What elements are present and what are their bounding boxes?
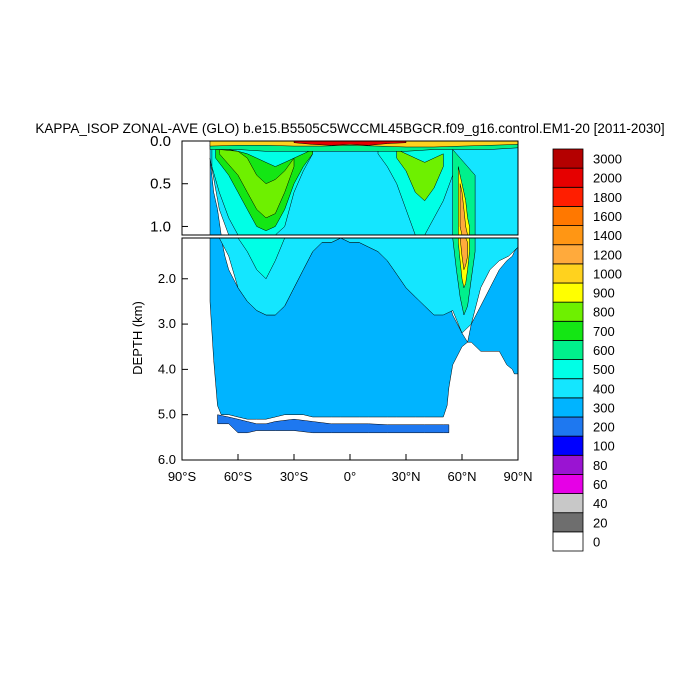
chart-title: KAPPA_ISOP ZONAL-AVE (GLO) b.e15.B5505C5… (35, 121, 664, 136)
colorbar-box (552, 340, 584, 360)
colorbar-label: 1800 (593, 190, 622, 205)
colorbar-label: 3000 (593, 152, 622, 167)
lower-panel-fills (209, 237, 519, 434)
x-tick-label: 30°N (391, 469, 420, 484)
y-tick-label: 6.0 (158, 452, 176, 467)
upper-panel-fills (209, 140, 519, 236)
y-tick-label: 5.0 (158, 407, 176, 422)
y-tick-label: 3.0 (158, 316, 176, 331)
colorbar-label: 900 (593, 286, 615, 301)
colorbar-box (552, 531, 584, 552)
colorbar-label: 500 (593, 362, 615, 377)
contour-southern-800-upper (219, 149, 295, 219)
colorbar-box (552, 301, 584, 322)
contour-abyssal-200-lower (217, 414, 450, 434)
y-tick-label: 4.0 (158, 361, 176, 376)
colorbar-box (552, 397, 584, 418)
colorbar-label: 600 (593, 343, 615, 358)
colorbar-box (552, 454, 584, 475)
colorbar-box (552, 167, 584, 188)
colorbar-label: 60 (593, 477, 607, 492)
x-tick-label: 60°N (447, 469, 476, 484)
colorbar-label: 0 (593, 534, 600, 549)
colorbar-box (552, 512, 584, 533)
y-tick-label: 0.0 (150, 133, 171, 150)
y-tick-label: 0.5 (150, 176, 171, 193)
colorbar-box (552, 359, 584, 380)
colorbar-box (552, 493, 584, 514)
colorbar-box (552, 206, 584, 226)
colorbar-box (552, 263, 584, 284)
upper-panel-frame (181, 140, 519, 236)
colorbar-box (552, 225, 584, 246)
colorbar-label: 400 (593, 381, 615, 396)
colorbar-box (552, 186, 584, 207)
x-tick-label: 0° (344, 469, 356, 484)
x-tick-label: 30°S (280, 469, 309, 484)
colorbar-box (552, 435, 584, 456)
colorbar-label: 1000 (593, 266, 622, 281)
colorbar-box (552, 148, 584, 169)
colorbar-box (552, 282, 584, 303)
colorbar-box (552, 416, 584, 437)
colorbar-box (552, 320, 584, 341)
colorbar-box (552, 474, 584, 494)
colorbar-label: 2000 (593, 171, 622, 186)
y-tick-label: 2.0 (158, 271, 176, 286)
colorbar-label: 80 (593, 458, 607, 473)
lower-panel: 2.03.04.05.06.0 90°S 60°S 30°S 0° 30°N 60°N 90… (158, 237, 533, 484)
y-axis-label: DEPTH (km) (130, 301, 145, 375)
colorbar-label: 20 (593, 515, 607, 530)
lower-y-axis: 2.0 3.0 4.0 5.0 6.0 (158, 271, 188, 467)
contour-northern-800-upper (396, 149, 444, 202)
colorbar-label: 1600 (593, 209, 622, 224)
upper-panel: 0.0 0.5 1.0 (150, 133, 519, 236)
colorbar-label: 700 (593, 324, 615, 339)
colorbar-label: 100 (593, 439, 615, 454)
colorbar-box (552, 244, 584, 265)
x-tick-label: 90°N (503, 469, 532, 484)
colorbar: 0 20 40 60 80 100 200 300 400 500 600 700 800 900 1000… (552, 148, 622, 552)
colorbar-label: 800 (593, 305, 615, 320)
colorbar-label: 40 (593, 496, 607, 511)
x-axis: 90°S 60°S 30°S 0° 30°N 60°N 90°N (168, 454, 533, 484)
colorbar-label: 300 (593, 400, 615, 415)
y-tick-label: 1.0 (150, 218, 171, 235)
colorbar-box (552, 378, 584, 399)
colorbar-label: 1400 (593, 228, 622, 243)
x-tick-label: 60°S (224, 469, 253, 484)
upper-y-axis: 0.0 0.5 1.0 (150, 133, 188, 235)
colorbar-label: 200 (593, 420, 615, 435)
x-tick-label: 90°S (168, 469, 197, 484)
colorbar-label: 1200 (593, 247, 622, 262)
